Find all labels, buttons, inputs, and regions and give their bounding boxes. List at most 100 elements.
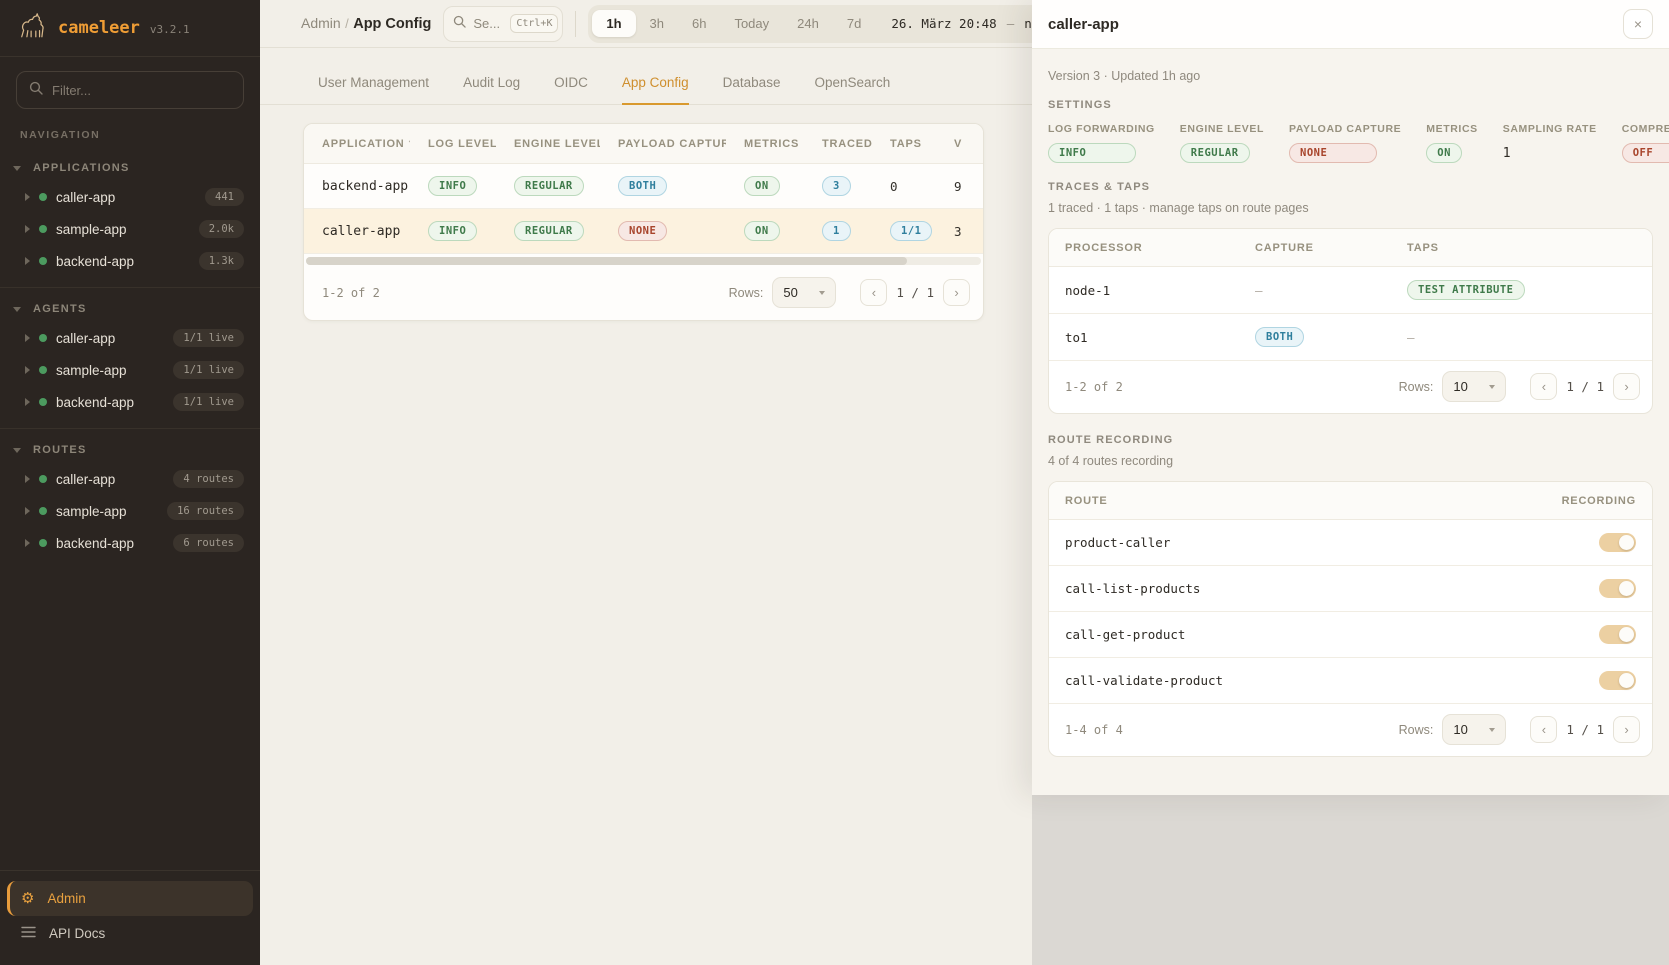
- sidebar-item-agents-backend-app[interactable]: backend-app 1/1 live: [0, 386, 260, 418]
- rows-per-page-label: Rows:: [1398, 379, 1434, 394]
- recording-toggle[interactable]: [1599, 671, 1636, 690]
- sidebar-item-label: caller-app: [56, 189, 116, 205]
- setting-log-forwarding: LOG FORWARDING INFO: [1048, 123, 1155, 163]
- setting-sampling-rate: SAMPLING RATE 1: [1502, 123, 1597, 161]
- sidebar-item-agents-caller-app[interactable]: caller-app 1/1 live: [0, 322, 260, 354]
- range-button-today[interactable]: Today: [734, 16, 770, 31]
- column-header-log-level[interactable]: LOG LEVEL: [410, 124, 496, 164]
- recording-toggle[interactable]: [1599, 533, 1636, 552]
- chevron-right-icon: [25, 366, 30, 374]
- status-dot: [39, 193, 47, 201]
- range-button-6h[interactable]: 6h: [691, 16, 707, 31]
- chevron-down-icon: [13, 447, 21, 453]
- count-badge: 2.0k: [198, 220, 244, 238]
- setting-payload-capture: PAYLOAD CAPTURE NONE: [1289, 123, 1401, 163]
- sidebar-item-routes-sample-app[interactable]: sample-app 16 routes: [0, 495, 260, 527]
- range-button-3h[interactable]: 3h: [649, 16, 664, 31]
- recording-toggle[interactable]: [1599, 625, 1636, 644]
- column-header-v[interactable]: V: [936, 124, 983, 164]
- sidebar-item-label: sample-app: [56, 362, 127, 378]
- breadcrumb-separator: /: [345, 15, 349, 31]
- next-page-button[interactable]: ›: [1613, 373, 1640, 400]
- column-header-payload-capture[interactable]: PAYLOAD CAPTURE: [600, 124, 726, 164]
- status-dot: [39, 225, 47, 233]
- engine-level-badge: REGULAR: [1179, 143, 1250, 163]
- engine-level-badge: REGULAR: [514, 176, 584, 196]
- route-recording-heading: ROUTE RECORDING: [1048, 434, 1174, 446]
- sidebar-item-applications-backend-app[interactable]: backend-app 1.3k: [0, 245, 260, 277]
- pagination-range: 1-2 of 2: [322, 285, 380, 300]
- sidebar-item-agents-sample-app[interactable]: sample-app 1/1 live: [0, 354, 260, 386]
- breadcrumb-parent[interactable]: Admin: [301, 14, 341, 31]
- table-row-caller-app[interactable]: caller-app INFO REGULAR NONE ON 1 1/1 3: [304, 208, 983, 254]
- tab-app-config[interactable]: App Config: [621, 75, 689, 105]
- log-forwarding-badge: INFO: [1048, 143, 1136, 163]
- tab-opensearch[interactable]: OpenSearch: [814, 75, 891, 90]
- table-pagination: 1-2 of 2 Rows: 50 ‹ 1 / 1 ›: [304, 267, 983, 320]
- sidebar-item-routes-caller-app[interactable]: caller-app 4 routes: [0, 463, 260, 495]
- table-header-row: ROUTE RECORDING: [1049, 482, 1652, 520]
- table-header-row: APPLICATION⇅ LOG LEVEL ENGINE LEVEL PAYL…: [304, 124, 983, 164]
- route-name: call-validate-product: [1065, 673, 1224, 688]
- rows-per-page-select[interactable]: 10: [1442, 371, 1507, 402]
- tab-audit-log[interactable]: Audit Log: [463, 75, 521, 90]
- app-name: cameleer: [58, 18, 140, 38]
- status-dot: [39, 366, 47, 374]
- count-badge: 1/1 live: [173, 393, 244, 411]
- next-page-button[interactable]: ›: [1613, 716, 1640, 743]
- rows-per-page-select[interactable]: 10: [1442, 714, 1507, 745]
- log-level-badge: INFO: [428, 221, 478, 241]
- tab-database[interactable]: Database: [722, 75, 781, 90]
- table-header-row: PROCESSOR CAPTURE TAPS: [1049, 229, 1652, 267]
- search-input[interactable]: [473, 16, 504, 31]
- nav-group-header-applications[interactable]: APPLICATIONS: [0, 155, 260, 181]
- scrollbar-thumb[interactable]: [306, 257, 907, 265]
- sidebar-item-applications-sample-app[interactable]: sample-app 2.0k: [0, 213, 260, 245]
- table-row-backend-app[interactable]: backend-app INFO REGULAR BOTH ON 3 0 9: [304, 163, 983, 209]
- version-value: 9: [954, 178, 962, 194]
- sidebar-item-routes-backend-app[interactable]: backend-app 6 routes: [0, 527, 260, 559]
- column-header-engine-level[interactable]: ENGINE LEVEL: [496, 124, 600, 164]
- status-dot: [39, 539, 47, 547]
- date-separator: —: [1006, 16, 1015, 31]
- column-header-metrics[interactable]: METRICS: [726, 124, 804, 164]
- page-indicator: 1 / 1: [1566, 722, 1604, 737]
- global-search[interactable]: Ctrl+K: [443, 5, 564, 42]
- sort-icon: ⇅: [409, 139, 410, 150]
- prev-page-button[interactable]: ‹: [1530, 716, 1558, 743]
- api-docs-label: API Docs: [49, 926, 106, 941]
- next-page-button[interactable]: ›: [943, 279, 970, 306]
- table-row-node-1[interactable]: node-1 — TEST ATTRIBUTE: [1049, 266, 1652, 314]
- admin-tabs: User Management Audit Log OIDC App Confi…: [260, 48, 1669, 105]
- range-button-24h[interactable]: 24h: [797, 16, 819, 31]
- traces-subtitle: 1 traced · 1 taps · manage taps on route…: [1048, 201, 1309, 215]
- table-row-to1[interactable]: to1 BOTH —: [1049, 313, 1652, 361]
- route-recording-pagination: 1-4 of 4 Rows: 10 ‹ 1 / 1 ›: [1049, 704, 1652, 756]
- range-button-7d[interactable]: 7d: [846, 16, 862, 31]
- rows-per-page-select[interactable]: 50: [772, 277, 837, 308]
- prev-page-button[interactable]: ‹: [860, 279, 888, 306]
- range-button-1h[interactable]: 1h: [592, 10, 636, 37]
- sidebar-item-admin[interactable]: ⚙ Admin: [7, 881, 253, 916]
- tab-oidc[interactable]: OIDC: [554, 75, 588, 90]
- prev-page-button[interactable]: ‹: [1530, 373, 1558, 400]
- nav-group-label: AGENTS: [33, 303, 87, 315]
- column-header-taps[interactable]: TAPS: [872, 124, 936, 164]
- column-header-application[interactable]: APPLICATION⇅: [304, 124, 410, 164]
- sidebar-item-applications-caller-app[interactable]: caller-app 441: [0, 181, 260, 213]
- column-header-traced[interactable]: TRACED: [804, 124, 872, 164]
- sidebar-filter[interactable]: [16, 71, 244, 109]
- count-badge: 1/1 live: [173, 329, 244, 347]
- tab-user-management[interactable]: User Management: [318, 75, 430, 90]
- filter-input[interactable]: [52, 82, 231, 98]
- sidebar-item-api-docs[interactable]: API Docs: [7, 916, 253, 951]
- nav-group-header-routes[interactable]: ROUTES: [0, 437, 260, 463]
- recording-toggle[interactable]: [1599, 579, 1636, 598]
- nav-group-header-agents[interactable]: AGENTS: [0, 296, 260, 322]
- menu-icon: [21, 926, 36, 941]
- horizontal-scrollbar[interactable]: [306, 257, 981, 265]
- close-icon[interactable]: ×: [1623, 9, 1653, 39]
- metrics-badge: ON: [1426, 143, 1462, 163]
- status-dot: [39, 398, 47, 406]
- chevron-right-icon: [25, 539, 30, 547]
